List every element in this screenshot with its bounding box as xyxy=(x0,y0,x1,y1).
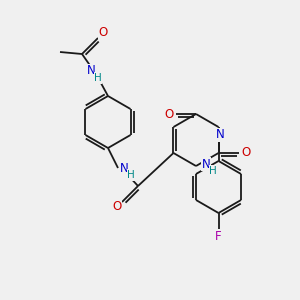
Text: O: O xyxy=(98,26,108,40)
Text: O: O xyxy=(112,200,122,214)
Text: O: O xyxy=(241,146,250,160)
Text: N: N xyxy=(87,64,95,77)
Text: H: H xyxy=(209,166,217,176)
Text: O: O xyxy=(164,107,174,121)
Text: N: N xyxy=(216,128,225,142)
Text: N: N xyxy=(120,163,128,176)
Text: H: H xyxy=(94,73,102,83)
Text: F: F xyxy=(215,230,222,242)
Text: H: H xyxy=(127,170,135,180)
Text: N: N xyxy=(202,158,210,170)
